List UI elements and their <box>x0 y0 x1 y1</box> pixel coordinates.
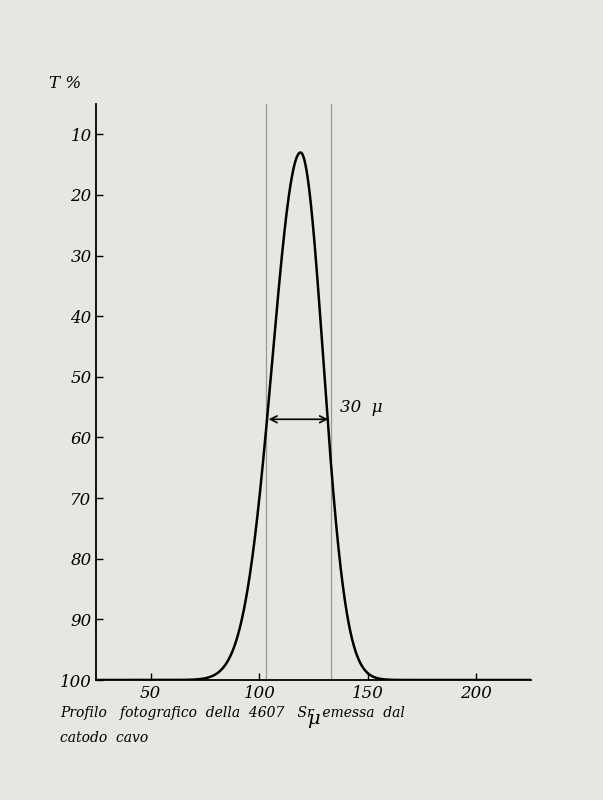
Text: 30  μ: 30 μ <box>339 398 382 416</box>
Text: T %: T % <box>49 75 81 93</box>
Text: catodo  cavo: catodo cavo <box>60 731 148 746</box>
Text: Profilo   fotografico  della  4607   Sr  emessa  dal: Profilo fotografico della 4607 Sr emessa… <box>60 706 405 720</box>
X-axis label: μ: μ <box>308 710 320 728</box>
